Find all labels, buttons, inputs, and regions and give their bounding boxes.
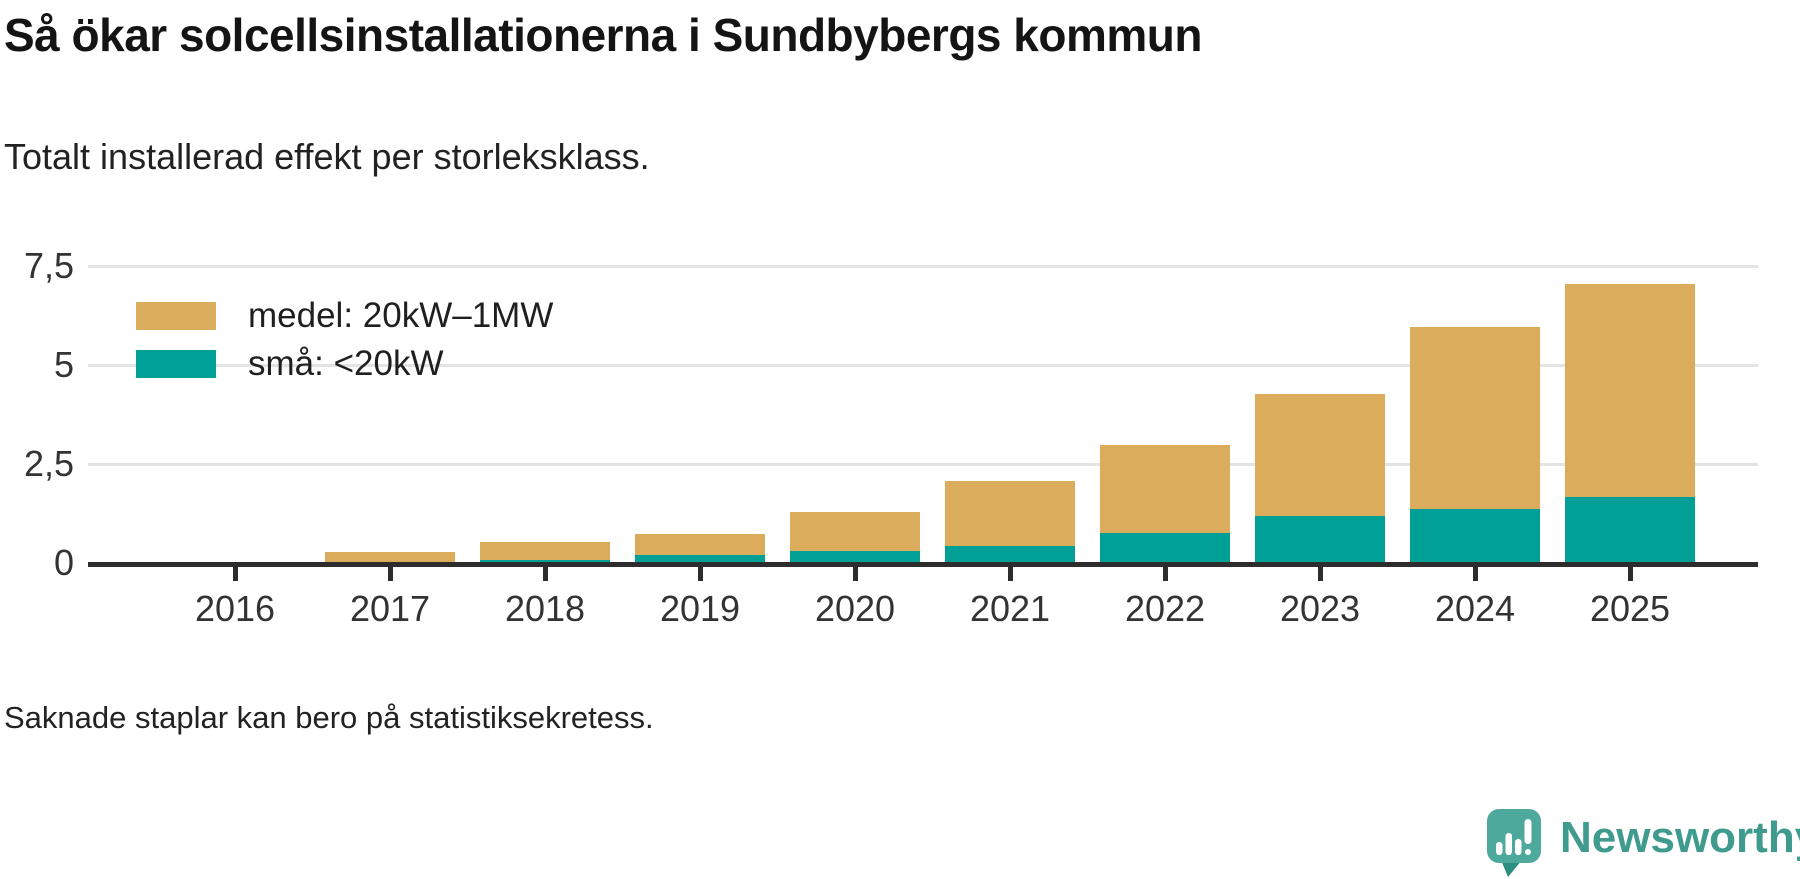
x-axis-tick <box>853 567 858 581</box>
y-axis-tick-label: 7,5 <box>23 245 74 286</box>
legend-swatch-sma <box>136 350 216 378</box>
bar-segment-medel <box>635 534 765 555</box>
bar-segment-små <box>1255 516 1385 563</box>
bar-segment-små <box>1410 509 1540 563</box>
chart-subtitle: Totalt installerad effekt per storlekskl… <box>4 136 650 177</box>
x-axis-tick-label: 2016 <box>194 588 276 629</box>
x-axis-tick-label: 2018 <box>504 588 586 629</box>
x-axis-tick-label: 2020 <box>814 588 896 629</box>
bar-segment-små <box>1100 533 1230 563</box>
x-axis-tick <box>233 567 238 581</box>
bar-segment-medel <box>1255 394 1385 516</box>
x-axis-tick-label: 2022 <box>1124 588 1206 629</box>
newsworthy-logo[interactable]: Newsworthy <box>1486 808 1800 878</box>
bar-segment-medel <box>1565 284 1695 497</box>
x-axis-tick-label: 2024 <box>1434 588 1516 629</box>
x-axis-tick <box>1318 567 1323 581</box>
newsworthy-logo-text: Newsworthy <box>1560 813 1800 862</box>
legend-item-sma: små: <20kW <box>136 344 443 384</box>
bar-segment-medel <box>945 481 1075 546</box>
legend-label-sma: små: <20kW <box>248 344 444 383</box>
gridline <box>88 364 1758 367</box>
x-axis-tick <box>698 567 703 581</box>
bar-segment-medel <box>1100 445 1230 533</box>
page-title: Så ökar solcellsinstallationerna i Sundb… <box>4 9 1202 61</box>
legend-label-medel: medel: 20kW–1MW <box>248 296 554 335</box>
x-axis-tick-label: 2025 <box>1589 588 1671 629</box>
y-axis-tick-label: 5 <box>53 344 74 385</box>
legend-item-medel: medel: 20kW–1MW <box>136 296 553 336</box>
gridline <box>88 463 1758 466</box>
footnote: Saknade staplar kan bero på statistiksek… <box>4 700 654 735</box>
bar-segment-små <box>635 555 765 563</box>
gridline <box>88 265 1758 268</box>
x-axis-line <box>88 562 1758 567</box>
bar-segment-små <box>1565 497 1695 563</box>
legend-swatch-medel <box>136 302 216 330</box>
bar-segment-små <box>480 560 610 563</box>
x-axis-tick-label: 2021 <box>969 588 1051 629</box>
bar-segment-medel <box>790 512 920 551</box>
x-axis-tick <box>1163 567 1168 581</box>
y-axis-tick-label: 0 <box>53 542 74 583</box>
x-axis-tick <box>1008 567 1013 581</box>
y-axis-tick-label: 2,5 <box>23 443 74 484</box>
newsworthy-bubble-barchart-icon <box>1487 809 1541 877</box>
bar-segment-medel <box>1410 327 1540 509</box>
bar-segment-medel <box>480 542 610 560</box>
bar-segment-små <box>945 546 1075 563</box>
x-axis-tick <box>1628 567 1633 581</box>
bar-segment-medel <box>325 552 455 563</box>
x-axis-tick <box>1473 567 1478 581</box>
x-axis-tick-label: 2023 <box>1279 588 1361 629</box>
x-axis-tick <box>388 567 393 581</box>
bar-segment-små <box>790 551 920 563</box>
x-axis-tick-label: 2019 <box>659 588 741 629</box>
x-axis-tick-label: 2017 <box>349 588 431 629</box>
x-axis-tick <box>543 567 548 581</box>
